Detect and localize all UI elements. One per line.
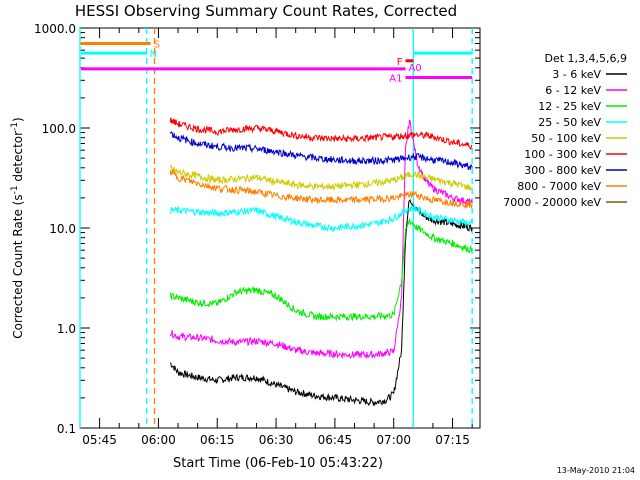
y-tick-label: 1000.0 [34, 22, 76, 36]
series-line [170, 205, 473, 233]
series-line [169, 164, 473, 191]
legend-label: 12 - 25 keV [538, 100, 601, 113]
y-axis-label-end: ) [11, 117, 25, 122]
legend-label: 50 - 100 keV [531, 132, 601, 145]
legend-label: 100 - 300 keV [524, 148, 601, 161]
flag-label: F [397, 57, 403, 68]
x-tick-label: 07:15 [435, 433, 470, 447]
x-tick-label: 07:00 [376, 433, 411, 447]
flag-label: A1 [389, 73, 402, 84]
series-line [169, 168, 473, 210]
legend: Det 1,3,4,5,6,9 3 - 6 keV 6 - 12 keV 12 - … [503, 52, 627, 209]
x-tick-label: 06:00 [141, 433, 176, 447]
legend-title: Det 1,3,4,5,6,9 [544, 52, 627, 65]
x-tick-label: 05:45 [82, 433, 117, 447]
y-axis-label-sup1: -1 [10, 185, 20, 194]
y-tick-label: 1.0 [57, 322, 76, 336]
legend-label: 300 - 800 keV [524, 164, 601, 177]
y-tick-label: 10.0 [49, 222, 76, 236]
series-line [169, 217, 473, 322]
flag-label: N [150, 49, 157, 60]
x-tick-label: 06:15 [200, 433, 235, 447]
y-axis-label-main: Corrected Count Rate (s [11, 194, 25, 338]
x-tick-label: 06:30 [259, 433, 294, 447]
y-axis-label-mid: detector [11, 131, 25, 186]
flag-label: S [154, 39, 160, 50]
vertical-markers [79, 28, 473, 428]
series-line [169, 198, 473, 407]
y-axis-label: Corrected Count Rate (s-1 detector-1) [10, 117, 25, 338]
y-axis: 0.1 1.0 10.0 100.0 1000.0 [34, 22, 480, 436]
legend-label: 3 - 6 keV [552, 68, 601, 81]
x-tick-label: 06:45 [318, 433, 353, 447]
y-tick-label: 100.0 [42, 122, 76, 136]
series-line [169, 117, 473, 150]
flag-bars: SN F A0 A1 [81, 39, 473, 84]
y-axis-label-sup2: -1 [10, 122, 20, 131]
timestamp: 13-May-2010 21:04 [557, 466, 635, 475]
legend-label: 25 - 50 keV [538, 116, 601, 129]
legend-label: 800 - 7000 keV [517, 180, 601, 193]
flag-label: A0 [408, 63, 421, 74]
series-line [169, 130, 473, 171]
legend-label: 6 - 12 keV [545, 84, 601, 97]
x-axis-label: Start Time (06-Feb-10 05:43:22) [173, 456, 383, 471]
y-tick-label: 0.1 [57, 422, 76, 436]
legend-label: 7000 - 20000 keV [503, 196, 601, 209]
series-line [169, 119, 473, 360]
series-lines [169, 117, 473, 407]
chart-title: HESSI Observing Summary Count Rates, Cor… [75, 2, 457, 20]
